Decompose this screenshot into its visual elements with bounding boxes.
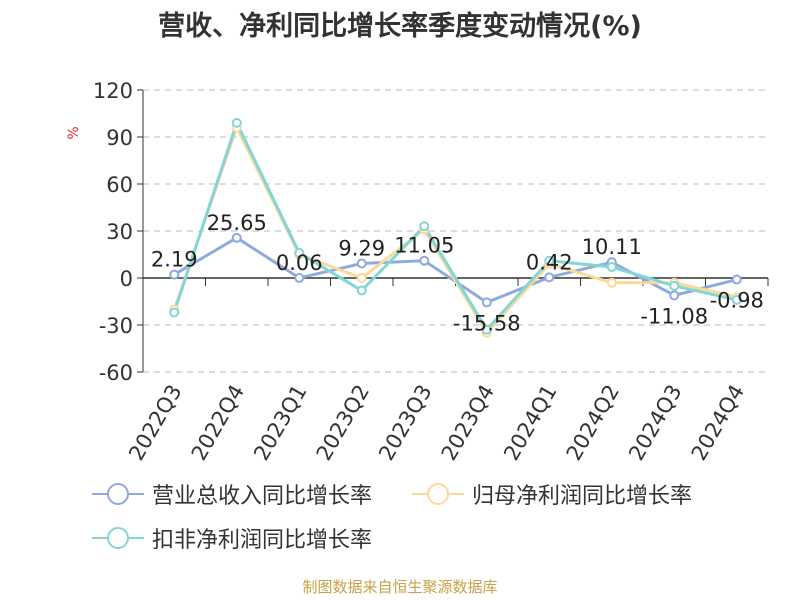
y-tick-label: 30 [106, 220, 133, 244]
series-line-revenue [173, 236, 738, 304]
source-note: 制图数据来自恒生聚源数据库 [302, 578, 498, 596]
data-point-deducted[interactable] [606, 262, 617, 273]
x-tick-label: 2022Q3 [124, 381, 186, 465]
data-point-revenue[interactable] [231, 232, 242, 243]
x-tick-label: 2024Q1 [499, 381, 561, 465]
data-point-revenue[interactable] [669, 290, 680, 301]
x-tick-label: 2024Q3 [624, 381, 686, 465]
data-label: -0.98 [710, 289, 764, 313]
x-tick-label: 2023Q2 [312, 381, 374, 465]
y-tick-label: 0 [120, 267, 133, 291]
data-label: -15.58 [453, 311, 521, 335]
data-point-revenue[interactable] [169, 269, 180, 280]
data-label: 10.11 [582, 235, 642, 259]
data-point-net-profit[interactable] [356, 273, 367, 283]
data-label: 25.65 [207, 211, 267, 235]
data-point-revenue[interactable] [294, 272, 305, 283]
grid-lines [143, 89, 768, 373]
y-tick-label: 90 [106, 126, 133, 150]
data-label: 0.42 [526, 250, 573, 274]
legend-label-net-profit: 归母净利润同比增长率 [472, 484, 693, 509]
y-tick-label: 120 [93, 79, 133, 103]
data-point-deducted[interactable] [231, 117, 242, 128]
legend-item-net-profit[interactable]: 归母净利润同比增长率 [412, 478, 692, 510]
data-point-deducted[interactable] [356, 285, 367, 296]
legend-label-deducted: 扣非净利润同比增长率 [152, 528, 373, 553]
y-tick-label: -60 [99, 361, 133, 385]
data-point-deducted[interactable] [669, 280, 680, 291]
data-point-deducted[interactable] [419, 221, 430, 232]
data-point-revenue[interactable] [544, 272, 555, 283]
data-labels: 2.19 25.65 0.06 9.29 11.05 -15.58 0.42 10.11 -11… [151, 211, 764, 336]
data-point-deducted[interactable] [169, 307, 180, 318]
data-point-deducted[interactable] [481, 324, 492, 335]
x-tick-label: 2023Q1 [249, 381, 311, 465]
data-label: 11.05 [394, 234, 454, 258]
x-tick-label: 2022Q4 [187, 381, 249, 465]
data-label: -11.08 [640, 304, 708, 328]
legend-item-revenue[interactable]: 营业总收入同比增长率 [92, 478, 372, 510]
legend-marker-deducted [92, 527, 144, 549]
y-axis-unit: % [66, 126, 82, 139]
series-line-deducted [172, 121, 738, 332]
x-tick-label: 2023Q3 [374, 381, 436, 465]
data-point-revenue[interactable] [481, 297, 492, 308]
data-point-revenue[interactable] [419, 255, 430, 266]
x-tick-label: 2024Q2 [562, 381, 624, 465]
series-lines [169, 117, 742, 338]
data-point-revenue[interactable] [731, 274, 742, 285]
legend-marker-revenue [92, 483, 144, 505]
y-tick-label: 60 [106, 173, 133, 197]
x-tick-label: 2024Q4 [687, 381, 749, 465]
data-label: 0.06 [276, 251, 323, 275]
data-point-deducted[interactable] [544, 255, 555, 266]
legend-marker-net-profit [412, 483, 464, 505]
data-label: 2.19 [151, 248, 198, 272]
data-point-deducted[interactable] [294, 247, 305, 258]
data-label: 9.29 [338, 236, 385, 260]
x-tick-label: 2023Q4 [437, 381, 499, 465]
data-point-net-profit[interactable] [606, 277, 617, 288]
data-point-deducted[interactable] [731, 294, 742, 305]
legend-label-revenue: 营业总收入同比增长率 [152, 484, 373, 509]
legend-item-deducted[interactable]: 扣非净利润同比增长率 [92, 522, 372, 554]
chart-title: 营收、净利同比增长率季度变动情况(%) [158, 11, 642, 42]
data-point-revenue[interactable] [356, 258, 367, 269]
y-tick-label: -30 [99, 314, 133, 338]
